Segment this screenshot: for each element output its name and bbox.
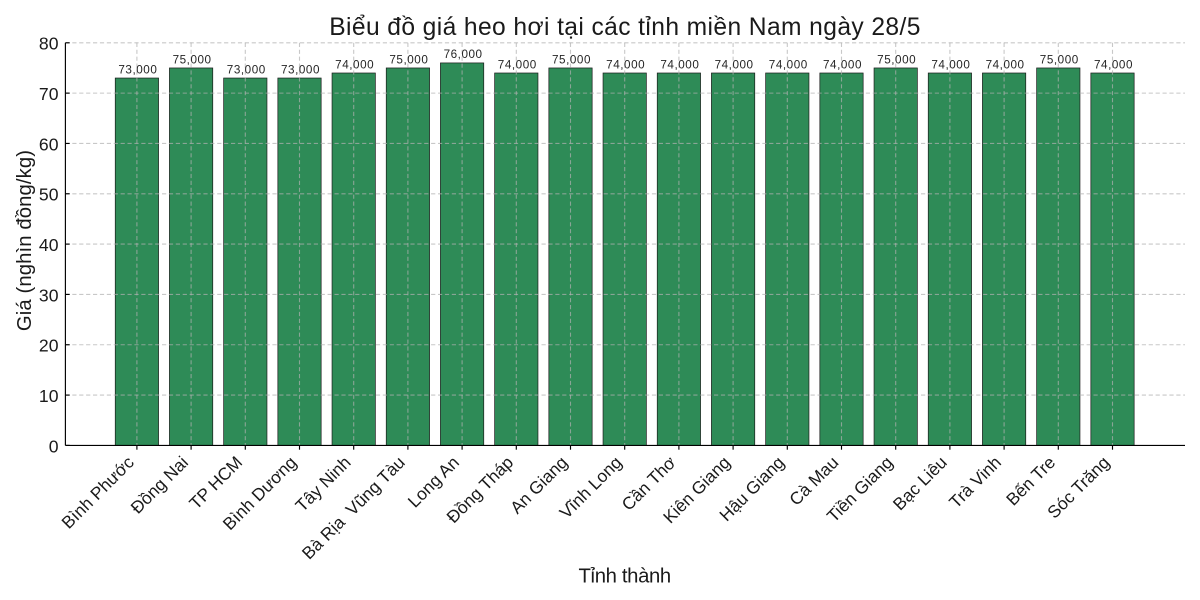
svg-text:74,000: 74,000 xyxy=(769,58,808,71)
svg-text:74,000: 74,000 xyxy=(606,58,645,71)
svg-text:74,000: 74,000 xyxy=(986,58,1025,71)
svg-text:74,000: 74,000 xyxy=(823,58,862,71)
svg-text:73,000: 73,000 xyxy=(281,63,320,76)
svg-text:74,000: 74,000 xyxy=(931,58,970,71)
svg-text:74,000: 74,000 xyxy=(715,58,754,71)
svg-text:75,000: 75,000 xyxy=(1040,53,1079,66)
svg-text:75,000: 75,000 xyxy=(877,53,916,66)
svg-text:80: 80 xyxy=(39,34,59,54)
svg-text:30: 30 xyxy=(39,285,59,305)
svg-text:Biểu đồ giá heo hơi tại các tỉ: Biểu đồ giá heo hơi tại các tỉnh miền Na… xyxy=(329,14,921,41)
svg-text:Tỉnh thành: Tỉnh thành xyxy=(579,566,671,588)
svg-text:20: 20 xyxy=(39,336,59,356)
svg-text:75,000: 75,000 xyxy=(173,53,212,66)
svg-text:75,000: 75,000 xyxy=(552,53,591,66)
svg-text:74,000: 74,000 xyxy=(1094,58,1133,71)
svg-text:76,000: 76,000 xyxy=(444,48,483,61)
svg-text:74,000: 74,000 xyxy=(660,58,699,71)
svg-text:Giá (nghìn đồng/kg): Giá (nghìn đồng/kg) xyxy=(14,150,36,331)
svg-text:73,000: 73,000 xyxy=(118,63,157,76)
svg-text:74,000: 74,000 xyxy=(335,58,374,71)
svg-text:10: 10 xyxy=(39,386,59,406)
svg-text:0: 0 xyxy=(49,436,59,456)
svg-text:73,000: 73,000 xyxy=(227,63,266,76)
svg-text:74,000: 74,000 xyxy=(498,58,537,71)
svg-text:50: 50 xyxy=(39,185,59,205)
svg-text:70: 70 xyxy=(39,84,59,104)
svg-text:40: 40 xyxy=(39,235,59,255)
svg-text:75,000: 75,000 xyxy=(389,53,428,66)
svg-text:60: 60 xyxy=(39,134,59,154)
